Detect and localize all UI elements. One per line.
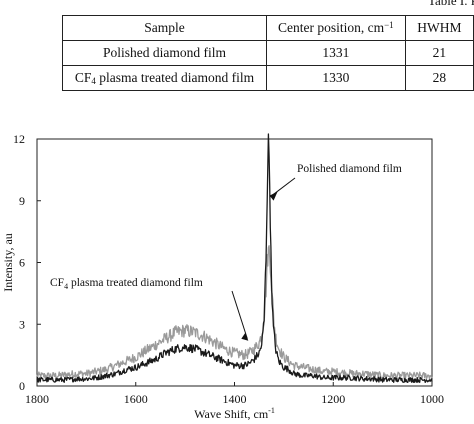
cell-center-position: 1331 — [265, 40, 406, 66]
x-tick-label: 1400 — [223, 392, 247, 406]
x-axis-label: Wave Shift, cm-1 — [194, 406, 275, 421]
x-tick-label: 1000 — [420, 392, 444, 406]
cell-sample: CF4 plasma treated diamond film — [62, 65, 267, 91]
header-center-position-exponent: −1 — [384, 20, 394, 30]
sample-name-subscript: 4 — [91, 76, 96, 86]
x-axis-label-exponent: -1 — [268, 406, 275, 415]
sample-name: Polished diamond film — [102, 45, 226, 60]
table-row: Polished diamond film 1331 21 — [62, 40, 474, 66]
x-axis-label-text: Wave Shift, cm — [194, 407, 269, 421]
header-sample: Sample — [62, 15, 267, 41]
sample-name-prefix: CF — [74, 70, 92, 85]
y-axis-label: Intensity, au — [1, 233, 15, 292]
y-tick-label: 3 — [19, 317, 25, 331]
cell-hwhm: 28 — [404, 65, 474, 91]
header-center-position: Center position, cm−1 — [265, 15, 406, 41]
cell-sample: Polished diamond film — [62, 40, 267, 66]
x-tick-label: 1600 — [124, 392, 148, 406]
annotation-cf4-label: CF4 plasma treated diamond film — [50, 277, 203, 291]
table-caption-fragment: Table I. R — [428, 0, 474, 8]
annotation-cf4-arrow — [231, 290, 248, 339]
series-line-cf4-treated — [36, 245, 433, 380]
annotation-polished-arrowhead — [269, 191, 278, 201]
x-tick-label: 1200 — [321, 392, 345, 406]
series-line-polished — [36, 133, 433, 384]
cell-hwhm: 21 — [404, 40, 474, 66]
y-tick-label: 9 — [19, 194, 25, 208]
y-tick-label: 6 — [19, 256, 25, 270]
sample-name-suffix: plasma treated diamond film — [95, 70, 255, 85]
table-row: CF4 plasma treated diamond film 1330 28 — [62, 65, 474, 91]
annotation-cf4-suffix: plasma treated diamond film — [68, 277, 203, 289]
annotation-cf4-prefix: CF — [50, 277, 64, 289]
annotation-cf4-arrowhead — [241, 332, 249, 341]
y-tick-label: 0 — [19, 379, 25, 393]
cell-center-position: 1330 — [265, 65, 406, 91]
annotation-cf4-subscript: 4 — [64, 282, 68, 291]
results-table: Sample Center position, cm−1 HWHM Polish… — [62, 15, 474, 91]
x-tick-label: 1800 — [25, 392, 49, 406]
annotation-polished-label: Polished diamond film — [297, 163, 402, 175]
y-tick-label: 12 — [13, 132, 25, 146]
header-center-position-text: Center position, cm — [278, 20, 385, 35]
